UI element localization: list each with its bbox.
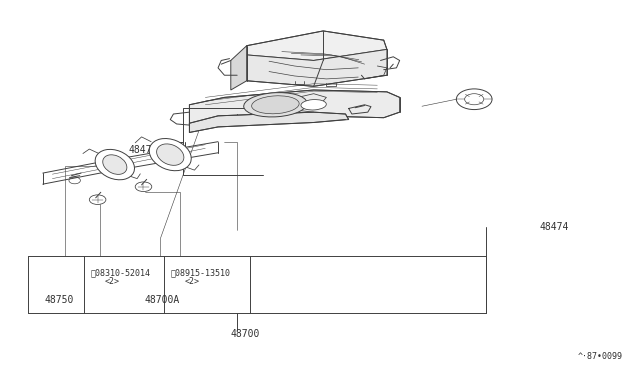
Ellipse shape: [149, 138, 191, 171]
Polygon shape: [189, 90, 399, 125]
Polygon shape: [189, 112, 349, 132]
Ellipse shape: [252, 96, 299, 114]
Ellipse shape: [301, 100, 326, 110]
Ellipse shape: [157, 144, 184, 165]
Text: 48700: 48700: [231, 330, 260, 339]
Text: 48700A: 48700A: [145, 295, 180, 305]
Polygon shape: [231, 46, 246, 90]
Text: 48750: 48750: [45, 295, 74, 305]
Text: ^·87•0099: ^·87•0099: [578, 352, 623, 361]
Polygon shape: [246, 31, 387, 61]
Polygon shape: [246, 49, 387, 86]
Text: <2>: <2>: [104, 277, 120, 286]
Text: 48470: 48470: [128, 145, 157, 155]
Ellipse shape: [95, 150, 134, 180]
Text: Ⓦ08915-13510: Ⓦ08915-13510: [170, 268, 230, 277]
Text: <2>: <2>: [184, 277, 199, 286]
Text: Ⓝ08310-52014: Ⓝ08310-52014: [91, 268, 150, 277]
Ellipse shape: [244, 93, 307, 117]
Ellipse shape: [103, 155, 127, 174]
Text: 48474: 48474: [540, 222, 569, 232]
